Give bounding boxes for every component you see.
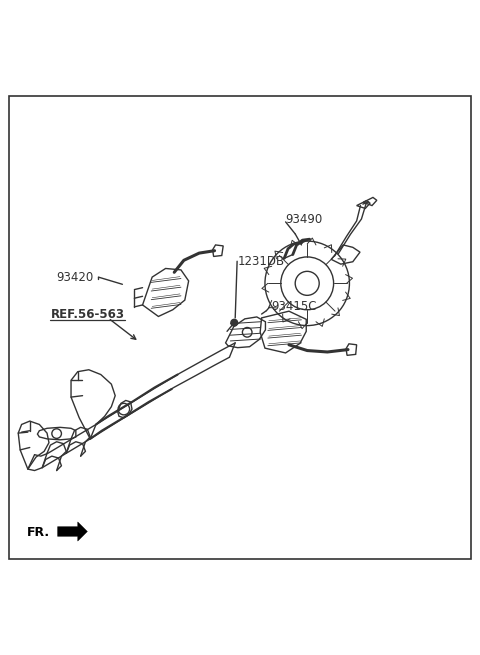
Text: 93490: 93490 bbox=[286, 213, 323, 226]
Polygon shape bbox=[58, 522, 87, 541]
Text: 93415C: 93415C bbox=[271, 301, 317, 313]
Circle shape bbox=[231, 320, 238, 326]
Text: 1231DB: 1231DB bbox=[238, 255, 285, 268]
Text: 93420: 93420 bbox=[56, 271, 94, 284]
Text: FR.: FR. bbox=[26, 527, 49, 540]
Text: REF.56-563: REF.56-563 bbox=[50, 308, 124, 320]
